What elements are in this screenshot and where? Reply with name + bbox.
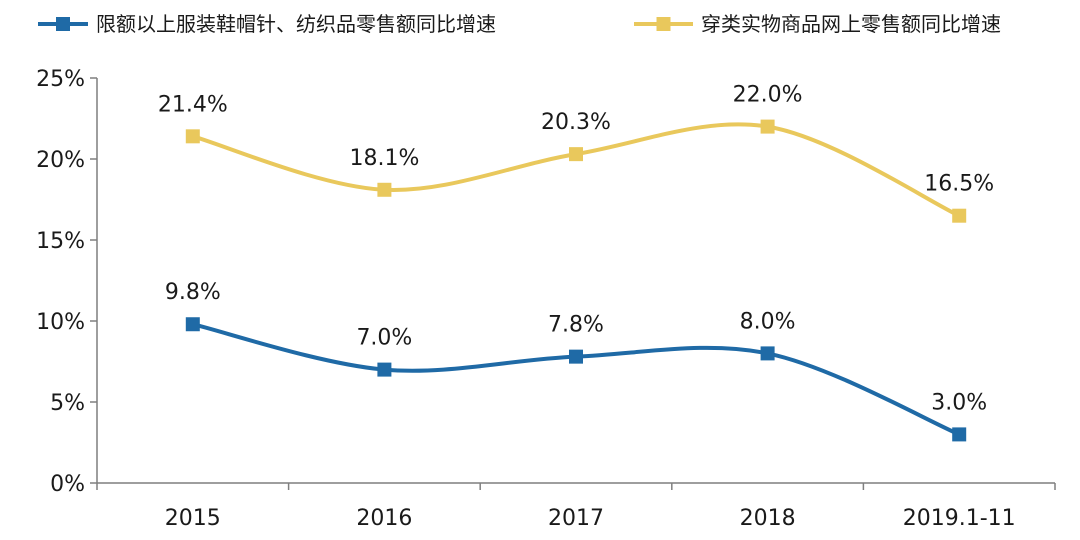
y-tick-label: 5%	[50, 391, 85, 416]
series-1-marker	[952, 208, 967, 223]
legend: 限额以上服装鞋帽针、纺织品零售额同比增速 穿类实物商品网上零售额同比增速	[38, 12, 1001, 36]
series-0-data-label: 9.8%	[165, 280, 221, 305]
y-tick-label: 20%	[36, 148, 85, 173]
series-0-marker	[569, 349, 583, 364]
legend-swatch-marker	[656, 17, 671, 31]
series-line-0	[192, 322, 960, 437]
legend-swatch-marker	[56, 17, 70, 31]
legend-item-0: 限额以上服装鞋帽针、纺织品零售额同比增速	[38, 12, 496, 36]
x-tick-label: 2019.1-11	[903, 506, 1016, 531]
series-line-1	[192, 122, 961, 218]
series-layer	[185, 119, 967, 442]
x-tick-label: 2017	[548, 506, 604, 531]
legend-item-1: 穿类实物商品网上零售额同比增速	[634, 12, 1001, 36]
series-1-data-label: 16.5%	[924, 172, 994, 197]
x-tick-label: 2016	[356, 506, 412, 531]
y-tick-label: 25%	[36, 67, 85, 92]
series-1-data-label: 20.3%	[541, 110, 611, 135]
series-0-marker	[377, 362, 392, 377]
series-0-data-label: 7.8%	[548, 313, 604, 338]
y-tick-label: 15%	[36, 229, 85, 254]
series-0-marker	[185, 317, 200, 332]
series-1-data-label: 18.1%	[349, 146, 419, 171]
x-tick-label: 2015	[165, 506, 221, 531]
series-0-marker	[760, 346, 775, 361]
series-0-marker	[952, 427, 967, 442]
axes: 0% 5% 10% 15% 20% 25% 2015 2016 2017 2018 2019.1-1…	[36, 67, 1056, 531]
y-tick-label: 0%	[50, 472, 85, 497]
y-tick-label: 10%	[36, 310, 85, 335]
series-1-marker	[185, 129, 200, 144]
series-1-marker	[760, 119, 775, 134]
legend-label: 限额以上服装鞋帽针、纺织品零售额同比增速	[96, 12, 496, 36]
series-0-data-label: 8.0%	[740, 309, 796, 334]
series-0-data-label: 7.0%	[356, 326, 412, 351]
x-tick-label: 2018	[740, 506, 796, 531]
series-1-data-label: 22.0%	[733, 83, 803, 108]
series-0-data-label: 3.0%	[931, 390, 987, 415]
series-1-marker	[377, 182, 392, 197]
legend-label: 穿类实物商品网上零售额同比增速	[701, 12, 1001, 36]
data-labels: 9.8% 7.0% 7.8% 8.0% 3.0% 21.4% 18.1% 20.3% 22.0%…	[158, 83, 994, 416]
series-1-marker	[569, 147, 583, 162]
series-1-data-label: 21.4%	[158, 92, 228, 117]
